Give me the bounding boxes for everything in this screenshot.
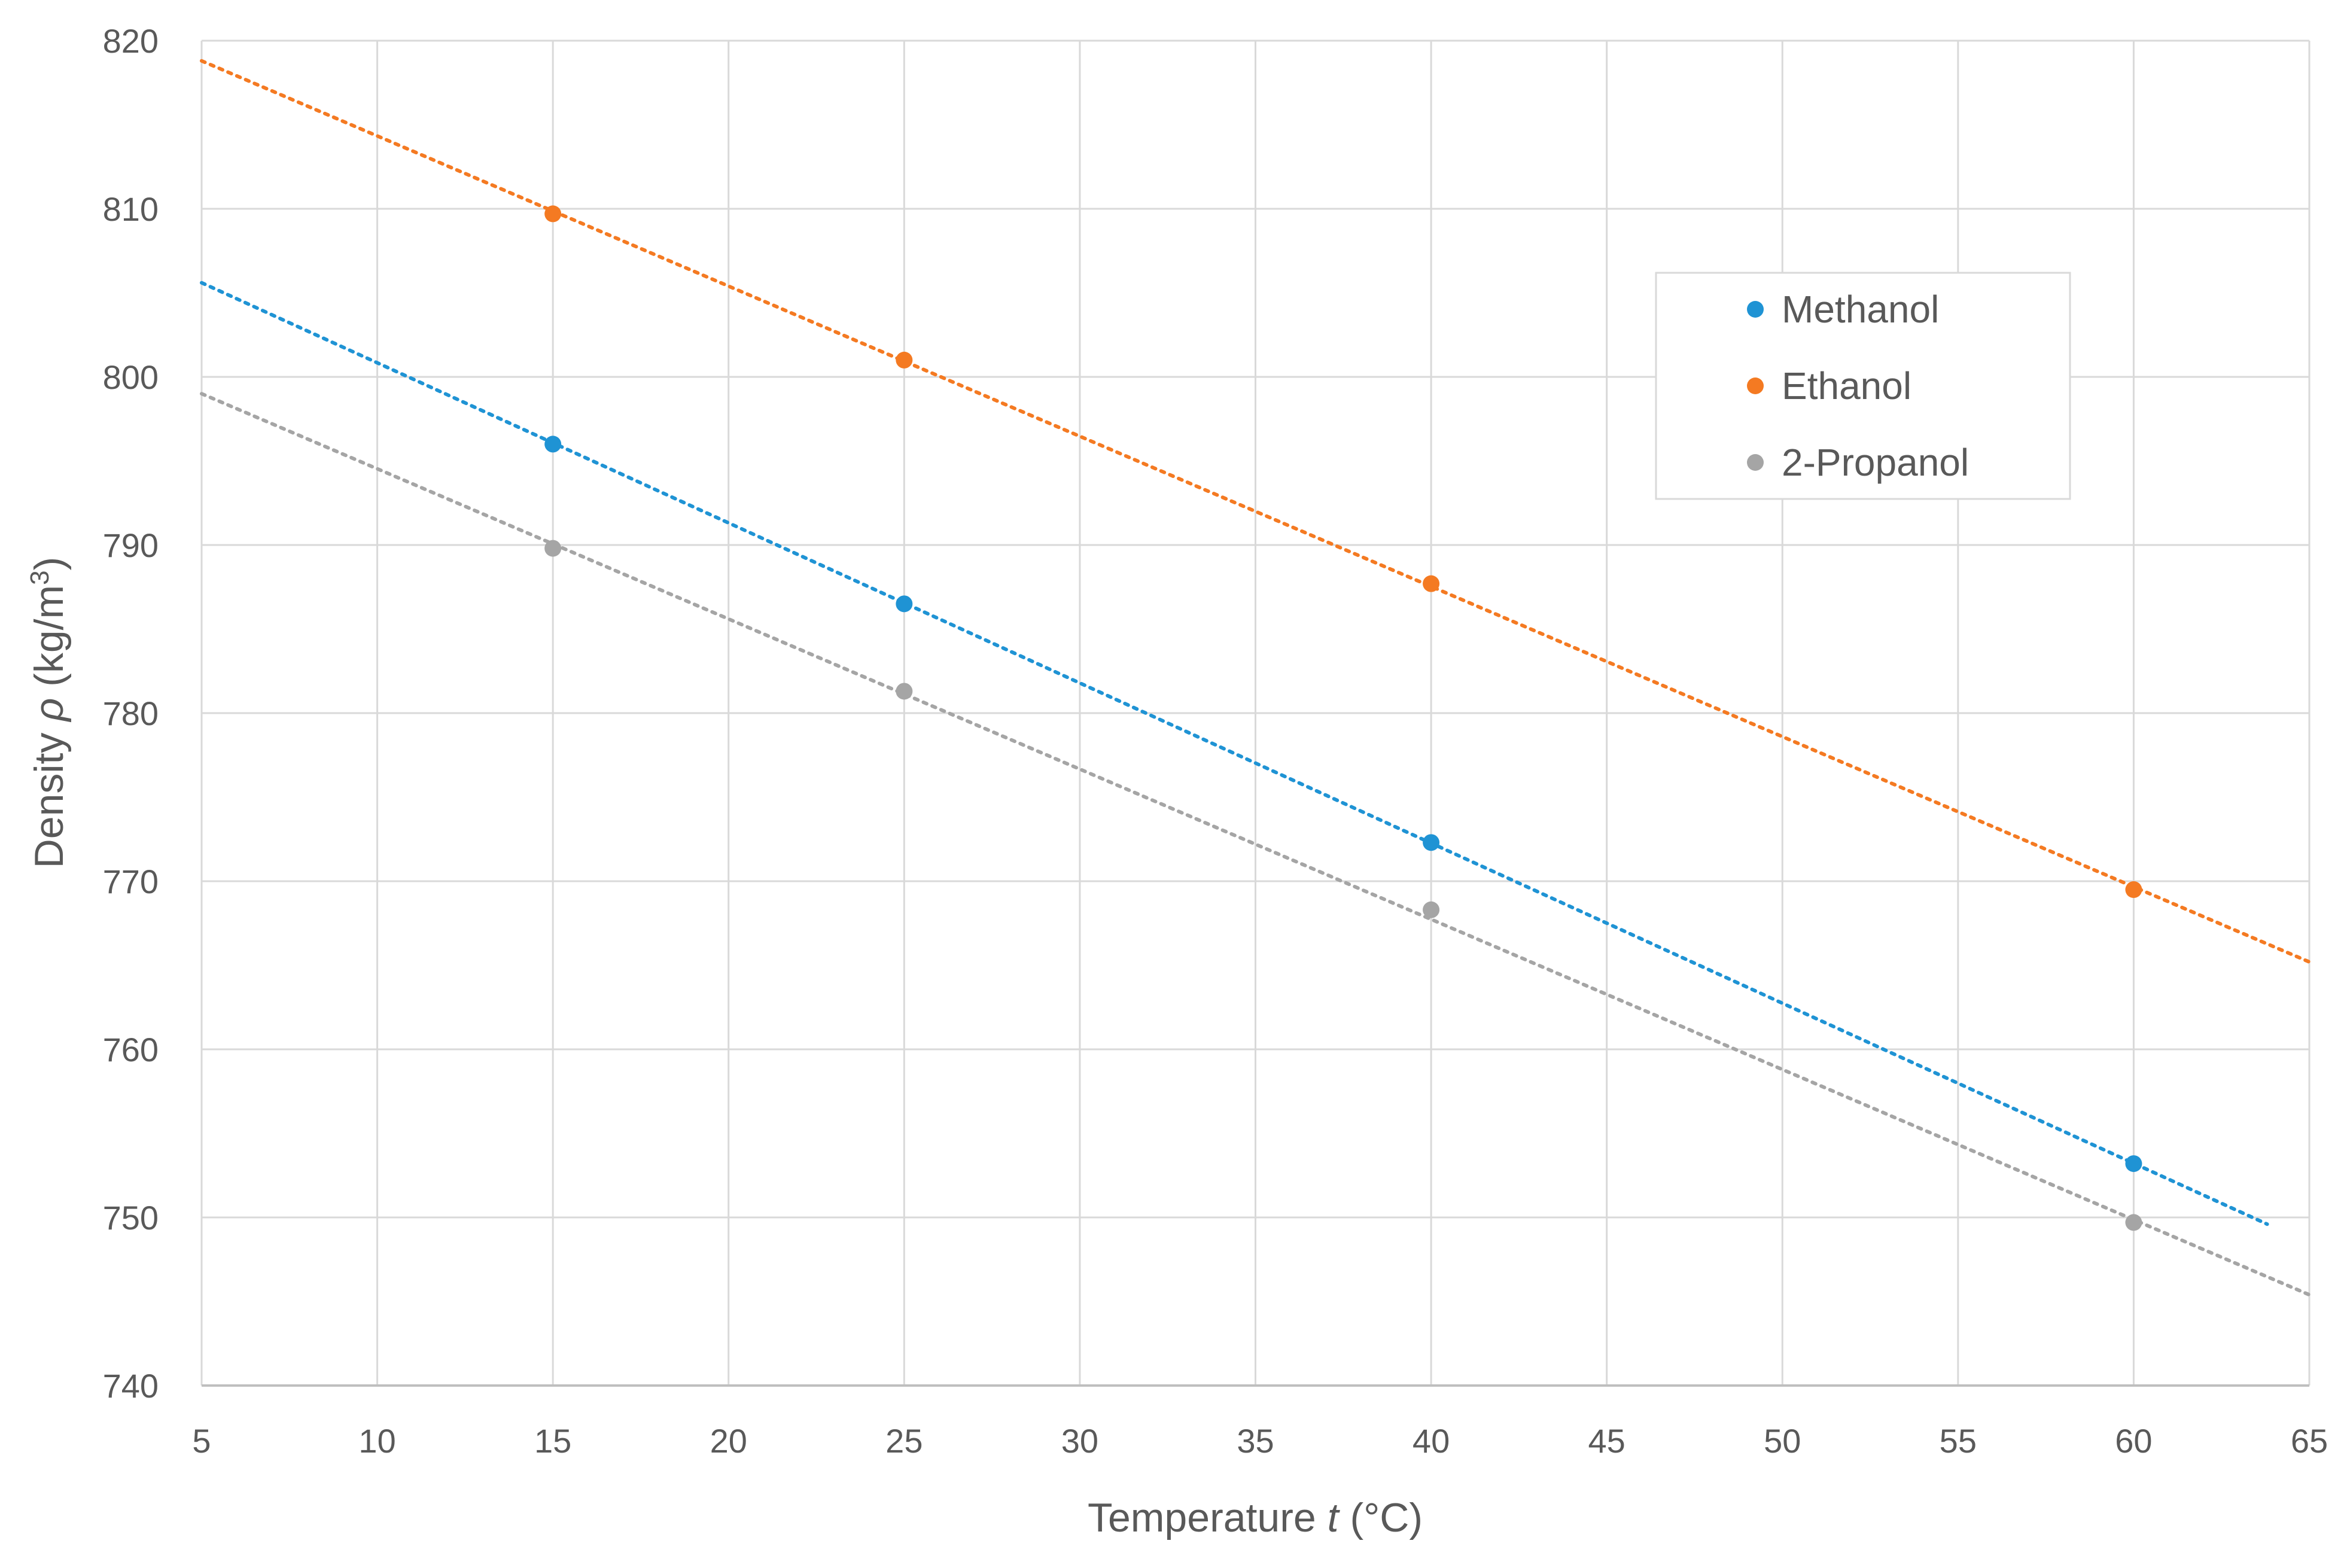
ethanol-point (544, 205, 562, 223)
legend-label-2-propanol: 2-Propanol (1782, 441, 1969, 484)
ethanol-point (896, 351, 913, 369)
2-propanol-point (544, 540, 562, 557)
legend: Methanol Ethanol 2-Propanol (1655, 272, 2071, 500)
y-tick-labels: 740 750 760 770 780 790 800 810 820 (103, 22, 159, 1405)
2-propanol-point (1423, 901, 1440, 918)
y-tick-label: 750 (103, 1199, 159, 1237)
x-tick-label: 55 (1940, 1422, 1977, 1460)
x-tick-label: 15 (534, 1422, 571, 1460)
legend-marker-ethanol (1747, 377, 1764, 394)
methanol-point (1423, 834, 1440, 851)
x-tick-label: 50 (1764, 1422, 1801, 1460)
y-tick-label: 760 (103, 1031, 159, 1068)
legend-label-ethanol: Ethanol (1782, 364, 1911, 407)
methanol-point (896, 595, 913, 613)
x-tick-label: 25 (885, 1422, 923, 1460)
legend-box (1655, 272, 2071, 500)
x-tick-label: 65 (2291, 1422, 2328, 1460)
x-tick-label: 20 (710, 1422, 747, 1460)
y-tick-label: 790 (103, 526, 159, 564)
x-tick-label: 40 (1413, 1422, 1450, 1460)
x-tick-label: 60 (2115, 1422, 2152, 1460)
y-tick-label: 740 (103, 1367, 159, 1405)
y-tick-label: 770 (103, 863, 159, 900)
methanol-point (544, 436, 562, 453)
data-points (544, 205, 2142, 1231)
legend-marker-2-propanol (1747, 454, 1764, 471)
legend-marker-methanol (1747, 301, 1764, 318)
legend-label-methanol: Methanol (1782, 288, 1939, 331)
methanol-point (2125, 1155, 2142, 1173)
x-axis-title: Temperature t (°C) (1088, 1495, 1423, 1540)
x-tick-label: 35 (1237, 1422, 1274, 1460)
x-tick-label: 30 (1061, 1422, 1098, 1460)
y-tick-label: 820 (103, 22, 159, 60)
2-propanol-point (2125, 1214, 2142, 1231)
ethanol-point (1423, 575, 1440, 592)
2-propanol-point (896, 683, 913, 700)
x-tick-labels: 5 10 15 20 25 30 35 40 45 50 55 60 65 (192, 1422, 2328, 1460)
y-axis-title: Density ρ (kg/m3) (25, 557, 72, 869)
x-tick-label: 10 (358, 1422, 395, 1460)
y-tick-label: 810 (103, 190, 159, 228)
x-tick-label: 45 (1588, 1422, 1625, 1460)
ethanol-point (2125, 881, 2142, 899)
y-tick-label: 800 (103, 358, 159, 396)
y-tick-label: 780 (103, 695, 159, 732)
x-tick-label: 5 (192, 1422, 211, 1460)
